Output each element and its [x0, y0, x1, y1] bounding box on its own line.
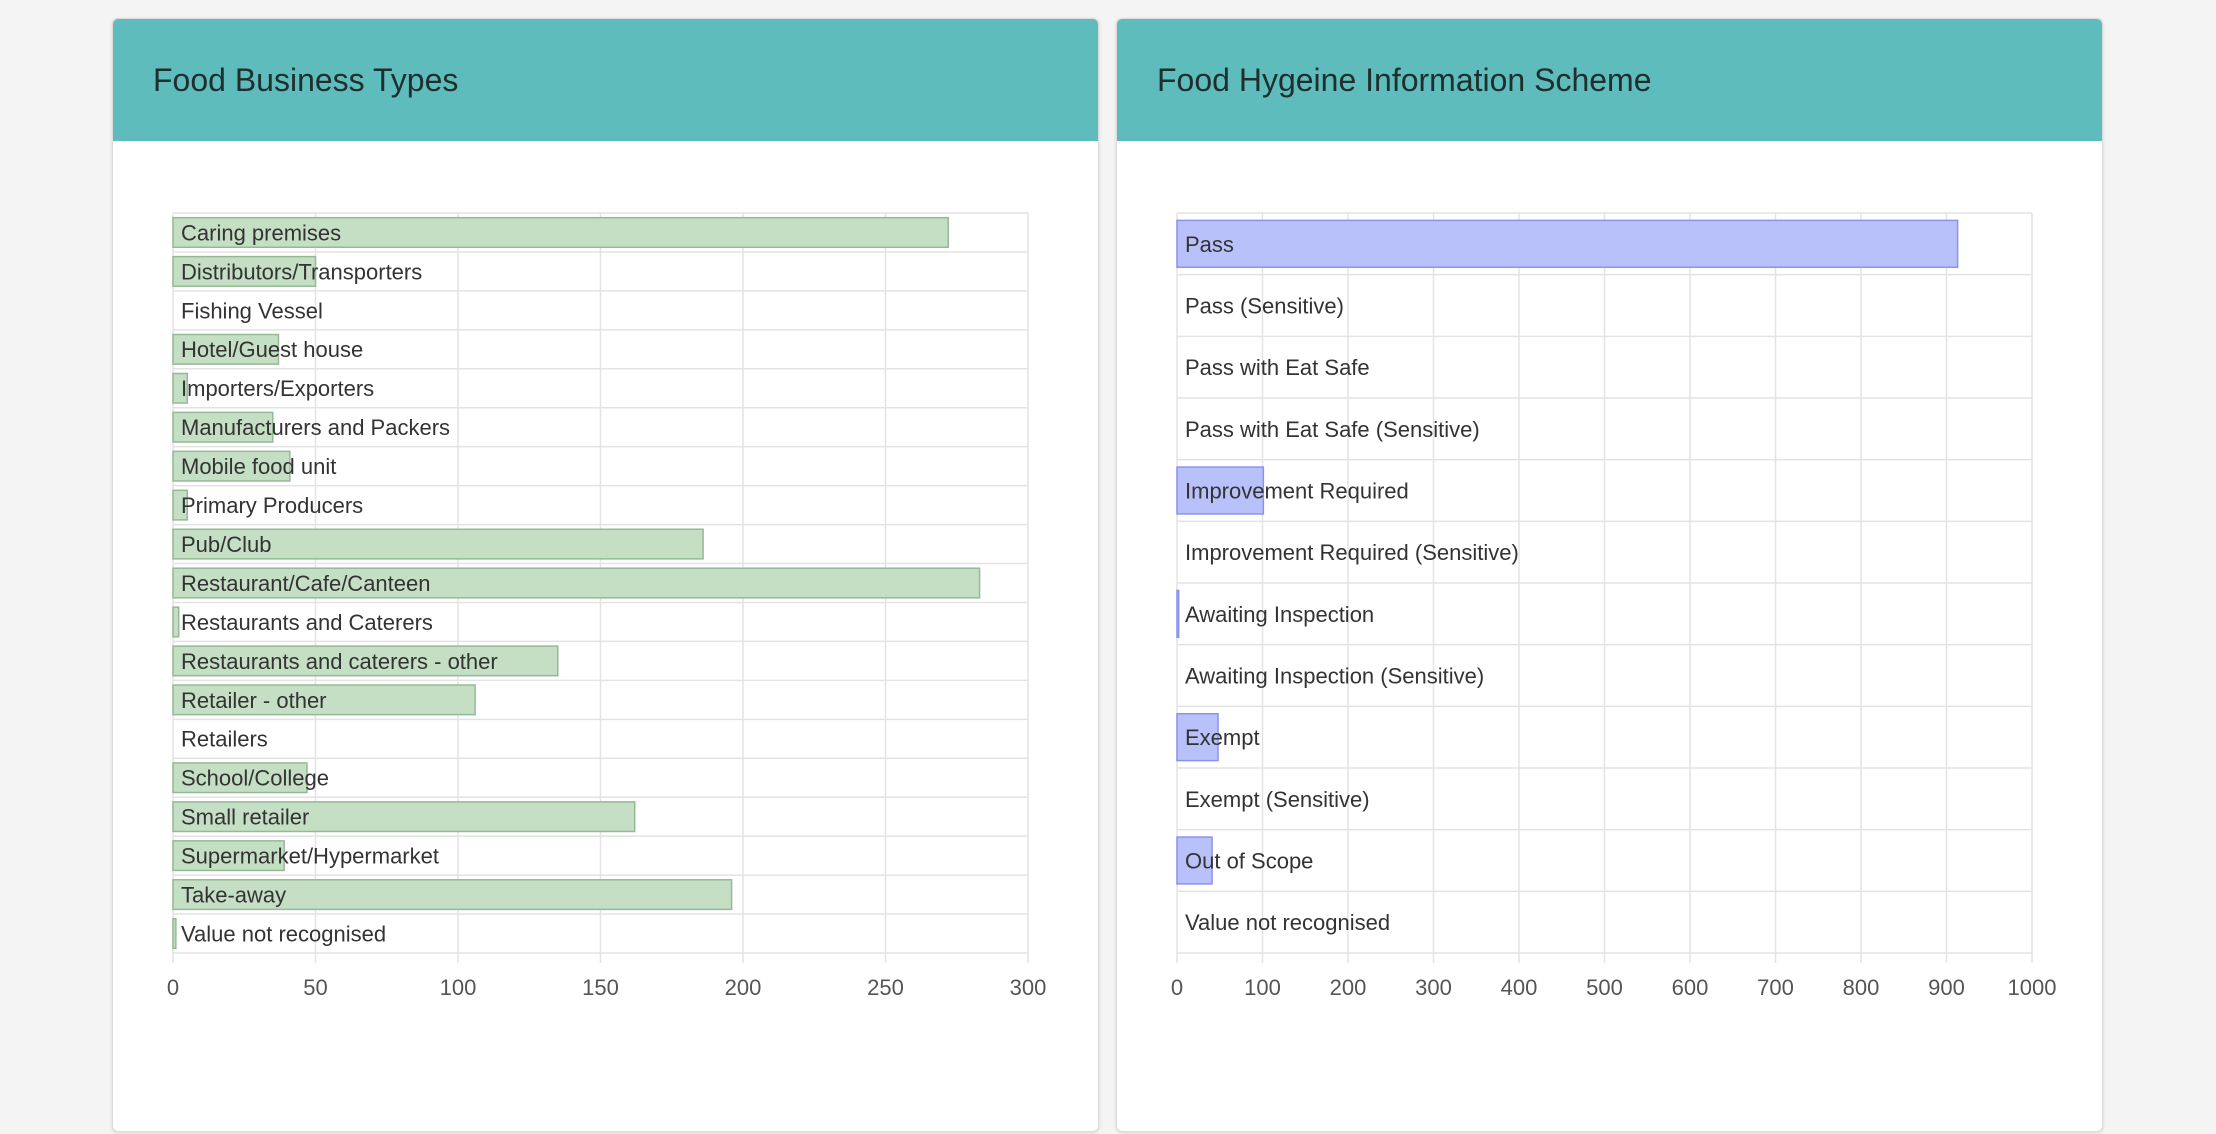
bar[interactable] — [172, 333, 280, 365]
x-tick-label: 50 — [303, 975, 327, 1000]
category-label: Pass with Eat Safe (Sensitive) — [1185, 417, 1480, 442]
bar[interactable] — [172, 489, 188, 521]
category-label: Retailers — [181, 727, 268, 752]
x-tick-label: 300 — [1010, 975, 1047, 1000]
bar[interactable] — [172, 684, 476, 716]
category-label: Small retailer — [181, 805, 309, 830]
bar[interactable] — [1176, 712, 1219, 762]
category-label: School/College — [181, 766, 329, 791]
food-business-types-panel: Food Business Types 0 50 100 150 200 250 300 Ca… — [112, 18, 1099, 1132]
category-label: Hotel/Guest house — [181, 337, 363, 362]
category-label: Pass with Eat Safe — [1185, 355, 1370, 380]
x-tick-label: 250 — [867, 975, 904, 1000]
bar[interactable] — [1176, 589, 1180, 639]
bar[interactable] — [172, 567, 981, 599]
bar[interactable] — [1176, 836, 1213, 885]
x-tick-label: 300 — [1415, 975, 1452, 1000]
bar[interactable] — [172, 801, 636, 833]
category-label: Restaurants and Caterers — [181, 610, 433, 635]
bar[interactable] — [172, 411, 274, 443]
category-label: Exempt — [1185, 725, 1260, 750]
category-label: Restaurant/Cafe/Canteen — [181, 571, 431, 596]
category-label: Fishing Vessel — [181, 298, 323, 323]
panel-header: Food Hygeine Information Scheme — [1117, 19, 2102, 141]
food-business-types-chart: 0 50 100 150 200 250 300 Caring premises Distrib… — [167, 212, 1047, 1000]
bar[interactable] — [172, 528, 704, 560]
bar[interactable] — [172, 216, 949, 249]
bar[interactable] — [1176, 219, 1959, 269]
bar[interactable] — [172, 645, 559, 677]
x-tick-label: 900 — [1928, 975, 1965, 1000]
bar[interactable] — [172, 255, 317, 287]
category-label: Supermarket/Hypermarket — [181, 844, 439, 869]
bar[interactable] — [172, 606, 180, 638]
panel-title: Food Business Types — [153, 61, 459, 98]
category-label: Primary Producers — [181, 493, 363, 518]
category-label: Awaiting Inspection — [1185, 602, 1374, 627]
category-label: Value not recognised — [1185, 910, 1390, 935]
x-tick-label: 700 — [1757, 975, 1794, 1000]
category-label: Pass (Sensitive) — [1185, 293, 1344, 318]
category-label: Retailer - other — [181, 688, 327, 713]
bar[interactable] — [1176, 466, 1265, 515]
bar[interactable] — [172, 917, 177, 950]
category-label: Improvement Required (Sensitive) — [1185, 540, 1519, 565]
bar[interactable] — [172, 762, 308, 794]
category-label: Take-away — [181, 882, 286, 907]
bar[interactable] — [172, 450, 291, 482]
x-tick-label: 200 — [1330, 975, 1367, 1000]
category-label: Out of Scope — [1185, 848, 1313, 873]
category-label: Caring premises — [181, 220, 341, 245]
category-label: Improvement Required — [1185, 478, 1409, 503]
x-tick-label: 500 — [1586, 975, 1623, 1000]
bar[interactable] — [172, 879, 733, 911]
x-tick-label: 600 — [1672, 975, 1709, 1000]
category-label: Mobile food unit — [181, 454, 336, 479]
food-hygiene-scheme-panel: Food Hygeine Information Scheme 0 100 200 3… — [1116, 18, 2103, 1132]
category-label: Pub/Club — [181, 532, 272, 557]
x-tick-label: 1000 — [2008, 975, 2057, 1000]
x-tick-label: 200 — [725, 975, 762, 1000]
food-hygiene-scheme-chart: 0 100 200 300 400 500 600 700 800 900 1000 Pass Pass… — [1171, 212, 2057, 1000]
x-tick-label: 800 — [1843, 975, 1880, 1000]
category-label: Distributors/Transporters — [181, 259, 422, 284]
category-label: Exempt (Sensitive) — [1185, 787, 1370, 812]
category-label: Restaurants and caterers - other — [181, 649, 498, 674]
x-tick-label: 100 — [440, 975, 477, 1000]
category-label: Importers/Exporters — [181, 376, 374, 401]
x-tick-label: 150 — [582, 975, 619, 1000]
x-tick-label: 400 — [1501, 975, 1538, 1000]
bar[interactable] — [172, 372, 188, 404]
x-tick-label: 0 — [167, 975, 179, 1000]
x-tick-label: 100 — [1244, 975, 1281, 1000]
category-label: Manufacturers and Packers — [181, 415, 450, 440]
category-label: Pass — [1185, 232, 1234, 257]
panel-header: Food Business Types — [113, 19, 1098, 141]
panel-title: Food Hygeine Information Scheme — [1157, 61, 1652, 98]
x-tick-label: 0 — [1171, 975, 1183, 1000]
bar[interactable] — [172, 840, 285, 872]
category-label: Awaiting Inspection (Sensitive) — [1185, 663, 1484, 688]
category-label: Value not recognised — [181, 921, 386, 946]
